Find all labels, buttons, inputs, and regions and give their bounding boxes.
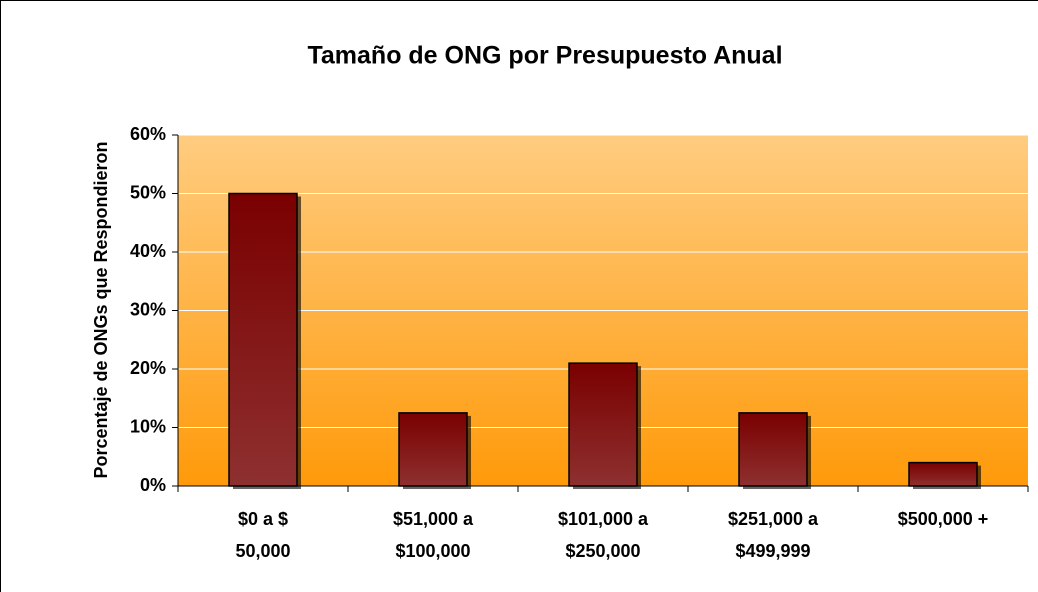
y-axis-label: Porcentaje de ONGs que Respondieron xyxy=(91,141,111,478)
bar xyxy=(908,461,978,487)
bar xyxy=(738,412,808,487)
y-tick-label: 10% xyxy=(130,416,166,436)
y-tick-label: 30% xyxy=(130,299,166,319)
x-tick-label: $0 a $50,000 xyxy=(235,509,290,561)
y-tick-label: 50% xyxy=(130,182,166,202)
x-tick-label: $251,000 a $499,999 xyxy=(728,509,819,561)
x-tick-label: $500,000 + xyxy=(898,509,989,529)
chart-title: Tamaño de ONG por Presupuesto Anual xyxy=(307,42,782,70)
bar xyxy=(398,412,468,487)
bar xyxy=(568,362,638,487)
bar xyxy=(228,192,298,487)
y-tick-label: 0% xyxy=(140,475,166,495)
x-tick-label: $101,000 a $250,000 xyxy=(558,509,649,561)
y-tick-label: 40% xyxy=(130,241,166,261)
x-tick-label: $51,000 a $100,000 xyxy=(393,509,474,561)
y-tick-label: 60% xyxy=(130,124,166,144)
y-tick-label: 20% xyxy=(130,358,166,378)
